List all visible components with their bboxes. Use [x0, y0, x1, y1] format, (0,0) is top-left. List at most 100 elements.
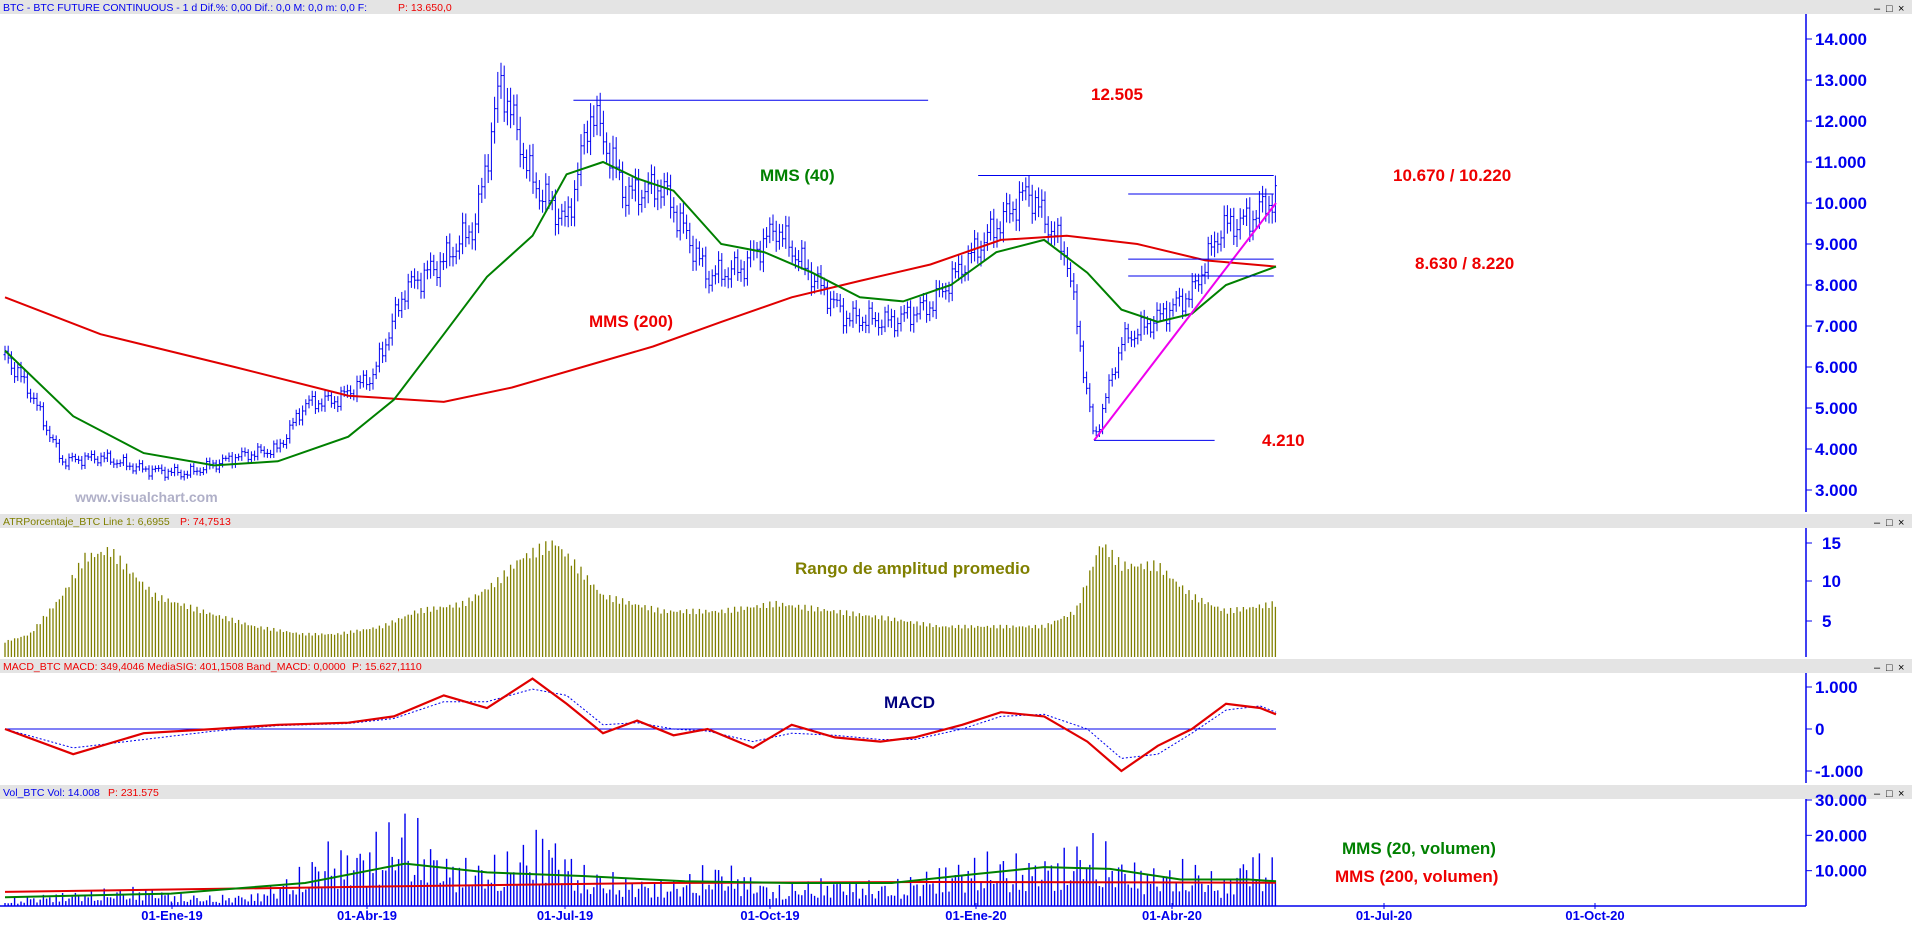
price-bar	[560, 203, 564, 226]
annot-12505: 12.505	[1091, 85, 1143, 104]
price-bar	[672, 197, 676, 223]
price-bar	[262, 446, 266, 458]
price-bar	[608, 142, 612, 179]
price-bar	[134, 463, 138, 475]
price-y-ticks: 14.000 13.000 12.000 11.000 10.000 9.000 8.000…	[1806, 30, 1867, 500]
price-bar	[1136, 328, 1140, 345]
close-icon[interactable]: ×	[1898, 3, 1904, 15]
price-bar	[115, 459, 119, 469]
price-bar	[899, 306, 903, 332]
price-bar	[368, 377, 372, 391]
minimize-icon[interactable]: –	[1874, 3, 1881, 15]
price-bar	[547, 176, 551, 209]
price-bar	[697, 241, 701, 266]
price-bar	[729, 260, 733, 288]
annot-4210: 4.210	[1262, 431, 1305, 450]
vol-y-ticks: 30.000 20.000 10.000	[1806, 791, 1867, 881]
price-bars	[3, 62, 1277, 481]
price-bar	[534, 172, 538, 199]
price-bar	[765, 227, 769, 248]
price-bar	[736, 249, 740, 281]
vol-bars	[4, 813, 1277, 906]
price-tick-label: 12.000	[1815, 112, 1867, 131]
price-bar	[1126, 323, 1130, 344]
price-bar	[851, 301, 855, 328]
price-bar	[109, 450, 113, 465]
macd-close-icon[interactable]: ×	[1898, 662, 1904, 674]
price-bar	[1261, 185, 1265, 213]
price-bar	[489, 122, 493, 181]
atr-y-ticks: 15 10 5	[1806, 534, 1841, 631]
price-bar	[1158, 303, 1162, 321]
price-bar	[339, 386, 343, 411]
price-bar	[643, 181, 647, 209]
price-bar	[985, 224, 989, 251]
price-tick-label: 14.000	[1815, 30, 1867, 49]
price-bar	[361, 370, 365, 388]
price-bar	[857, 308, 861, 333]
price-bar	[605, 132, 609, 163]
vol-close-icon[interactable]: ×	[1898, 788, 1904, 800]
price-bar	[502, 65, 506, 122]
price-bar	[774, 220, 778, 252]
price-bar	[973, 229, 977, 262]
price-bar	[64, 458, 68, 470]
annot-vol-mms20: MMS (20, volumen)	[1342, 839, 1496, 858]
annot-10670-10220: 10.670 / 10.220	[1393, 166, 1511, 185]
price-bar	[1037, 187, 1041, 218]
price-bar	[48, 425, 52, 443]
price-bar	[829, 291, 833, 317]
price-panel: BTC - BTC FUTURE CONTINUOUS - 1 d Dif.%:…	[0, 0, 1912, 512]
price-bar	[598, 92, 602, 137]
price-bar	[13, 361, 17, 383]
price-bar	[93, 450, 97, 464]
price-bar	[464, 213, 468, 248]
price-bar	[189, 463, 193, 478]
macd-header-bar	[0, 659, 1912, 673]
x-axis: 01-Ene-19 01-Abr-19 01-Jul-19 01-Oct-19 01-E…	[0, 903, 1806, 923]
vol-maximize-icon[interactable]: □	[1886, 788, 1893, 800]
atr-close-icon[interactable]: ×	[1898, 517, 1904, 529]
price-bar	[1040, 189, 1044, 218]
maximize-icon[interactable]: □	[1886, 3, 1893, 15]
price-bar	[467, 225, 471, 245]
price-bar	[435, 261, 439, 286]
price-bar	[409, 270, 413, 288]
price-bar	[160, 464, 164, 475]
annot-vol-mms200: MMS (200, volumen)	[1335, 867, 1498, 886]
price-bar	[627, 176, 631, 215]
price-bar	[432, 254, 436, 277]
price-bar	[51, 434, 55, 443]
price-bar	[1069, 262, 1073, 288]
price-bar	[886, 304, 890, 328]
price-bar	[781, 224, 785, 247]
price-bar	[864, 314, 868, 334]
price-bar	[957, 255, 961, 281]
vol-minimize-icon[interactable]: –	[1874, 788, 1881, 800]
macd-maximize-icon[interactable]: □	[1886, 662, 1893, 674]
price-bar	[477, 184, 481, 234]
price-bar	[813, 274, 817, 294]
price-bar	[931, 301, 935, 318]
atr-minimize-icon[interactable]: –	[1874, 517, 1881, 529]
price-bar	[96, 456, 100, 467]
price-bar	[480, 177, 484, 203]
price-bar	[1241, 209, 1245, 226]
price-bar	[854, 300, 858, 324]
price-bar	[377, 342, 381, 373]
atr-maximize-icon[interactable]: □	[1886, 517, 1893, 529]
price-bar	[1142, 309, 1146, 335]
macd-minimize-icon[interactable]: –	[1874, 662, 1881, 674]
price-bar	[496, 71, 500, 123]
price-bar	[1078, 320, 1082, 352]
price-bar	[1005, 192, 1009, 223]
atr-tick-label: 10	[1822, 572, 1841, 591]
price-bar	[70, 452, 74, 462]
price-bar	[1021, 182, 1025, 201]
price-bar	[633, 168, 637, 202]
price-tick-label: 7.000	[1815, 317, 1858, 336]
price-bar	[941, 283, 945, 298]
price-bar	[38, 401, 42, 411]
price-bar	[278, 438, 282, 453]
price-bar	[1245, 198, 1249, 226]
